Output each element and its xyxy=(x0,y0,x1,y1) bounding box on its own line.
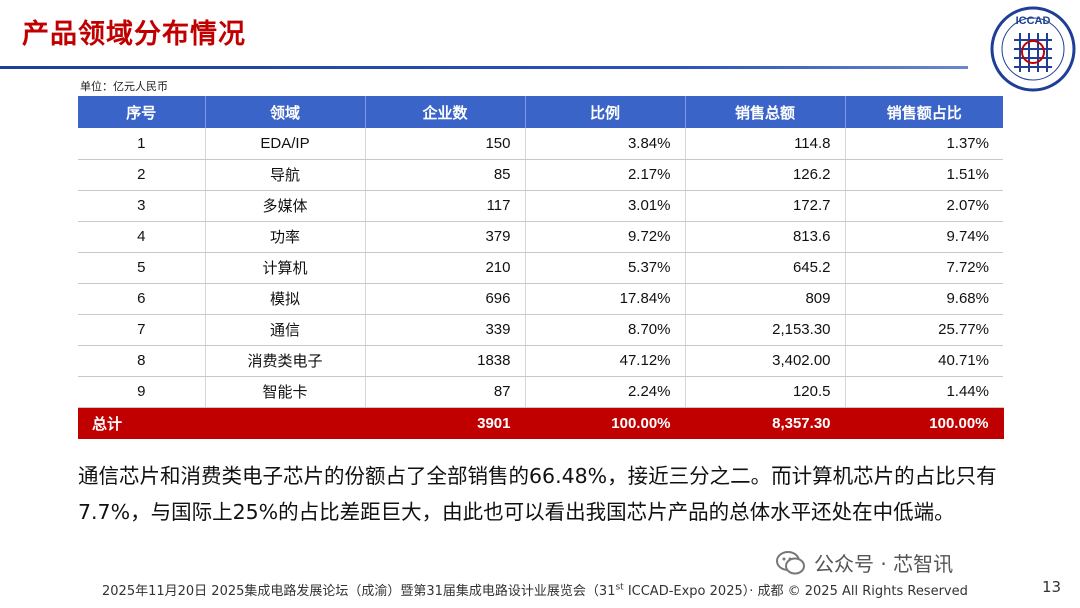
cell-sales-share: 9.74% xyxy=(845,221,1003,253)
cell-company-count: 150 xyxy=(365,128,526,160)
col-header-domain: 领域 xyxy=(205,96,366,128)
cell-sales-total: 114.8 xyxy=(685,128,846,160)
cell-domain: 通信 xyxy=(205,314,366,346)
col-header-sales-share: 销售额占比 xyxy=(845,96,1003,128)
page-number: 13 xyxy=(1042,578,1062,596)
cell-ratio: 2.24% xyxy=(525,376,686,408)
cell-sales-share: 9.68% xyxy=(845,283,1003,315)
cell-total-company-count: 3901 xyxy=(365,407,526,439)
cell-company-count: 117 xyxy=(365,190,526,222)
cell-sales-share: 25.77% xyxy=(845,314,1003,346)
cell-domain: 导航 xyxy=(205,159,366,191)
table-total-row: 总计 3901 100.00% 8,357.30 100.00% xyxy=(78,407,1004,439)
cell-index: 9 xyxy=(78,376,206,408)
wechat-account-name: 公众号 · 芯智讯 xyxy=(814,552,954,576)
cell-total-share: 100.00% xyxy=(845,407,1004,439)
table-row: 1 EDA/IP 150 3.84% 114.8 1.37% xyxy=(78,128,1003,160)
cell-index: 2 xyxy=(78,159,206,191)
iccad-logo: ICCAD xyxy=(990,6,1076,92)
cell-total-label: 总计 xyxy=(78,407,206,439)
cell-sales-total: 809 xyxy=(685,283,846,315)
cell-company-count: 87 xyxy=(365,376,526,408)
cell-ratio: 17.84% xyxy=(525,283,686,315)
footer-text-before: 2025年11月20日 2025集成电路发展论坛（成渝）暨第31届集成电路设计业… xyxy=(102,584,616,599)
cell-company-count: 85 xyxy=(365,159,526,191)
cell-company-count: 210 xyxy=(365,252,526,284)
cell-company-count: 1838 xyxy=(365,345,526,377)
footer-text: 2025年11月20日 2025集成电路发展论坛（成渝）暨第31届集成电路设计业… xyxy=(102,580,968,599)
cell-sales-share: 1.37% xyxy=(845,128,1003,160)
cell-sales-share: 1.44% xyxy=(845,376,1003,408)
col-header-index: 序号 xyxy=(78,96,206,128)
cell-sales-total: 645.2 xyxy=(685,252,846,284)
cell-domain: 多媒体 xyxy=(205,190,366,222)
table-header-row: 序号 领域 企业数 比例 销售总额 销售额占比 xyxy=(78,96,1003,128)
cell-company-count: 339 xyxy=(365,314,526,346)
cell-domain: EDA/IP xyxy=(205,128,366,160)
cell-ratio: 3.84% xyxy=(525,128,686,160)
cell-ratio: 5.37% xyxy=(525,252,686,284)
page-title: 产品领域分布情况 xyxy=(22,19,246,50)
cell-index: 8 xyxy=(78,345,206,377)
cell-index: 3 xyxy=(78,190,206,222)
footer-text-after: ICCAD-Expo 2025）· 成都 © 2025 All Rights R… xyxy=(623,584,968,599)
cell-index: 7 xyxy=(78,314,206,346)
logo-text: ICCAD xyxy=(1016,15,1051,27)
table-row: 7 通信 339 8.70% 2,153.30 25.77% xyxy=(78,314,1003,346)
cell-sales-total: 172.7 xyxy=(685,190,846,222)
cell-index: 1 xyxy=(78,128,206,160)
cell-total-ratio: 100.00% xyxy=(525,407,686,439)
table-row: 8 消费类电子 1838 47.12% 3,402.00 40.71% xyxy=(78,345,1003,377)
table-row: 6 模拟 696 17.84% 809 9.68% xyxy=(78,283,1003,315)
cell-ratio: 3.01% xyxy=(525,190,686,222)
cell-company-count: 379 xyxy=(365,221,526,253)
cell-domain: 功率 xyxy=(205,221,366,253)
cell-sales-share: 1.51% xyxy=(845,159,1003,191)
cell-domain: 智能卡 xyxy=(205,376,366,408)
cell-total-domain xyxy=(205,407,366,439)
unit-label: 单位：亿元人民币 xyxy=(80,80,168,93)
footer-superscript: st xyxy=(615,582,624,593)
cell-index: 6 xyxy=(78,283,206,315)
cell-sales-total: 2,153.30 xyxy=(685,314,846,346)
cell-company-count: 696 xyxy=(365,283,526,315)
cell-domain: 模拟 xyxy=(205,283,366,315)
table-row: 9 智能卡 87 2.24% 120.5 1.44% xyxy=(78,376,1003,408)
cell-ratio: 8.70% xyxy=(525,314,686,346)
cell-ratio: 47.12% xyxy=(525,345,686,377)
table-row: 4 功率 379 9.72% 813.6 9.74% xyxy=(78,221,1003,253)
cell-sales-total: 3,402.00 xyxy=(685,345,846,377)
cell-domain: 消费类电子 xyxy=(205,345,366,377)
cell-ratio: 2.17% xyxy=(525,159,686,191)
cell-sales-share: 7.72% xyxy=(845,252,1003,284)
cell-sales-share: 2.07% xyxy=(845,190,1003,222)
table-row: 5 计算机 210 5.37% 645.2 7.72% xyxy=(78,252,1003,284)
col-header-ratio: 比例 xyxy=(525,96,686,128)
product-domain-table: 序号 领域 企业数 比例 销售总额 销售额占比 1 EDA/IP 150 3.8… xyxy=(78,96,1004,439)
cell-index: 5 xyxy=(78,252,206,284)
cell-index: 4 xyxy=(78,221,206,253)
cell-sales-total: 120.5 xyxy=(685,376,846,408)
cell-sales-total: 126.2 xyxy=(685,159,846,191)
cell-sales-total: 813.6 xyxy=(685,221,846,253)
col-header-sales-total: 销售总额 xyxy=(685,96,846,128)
cell-total-sales: 8,357.30 xyxy=(685,407,846,439)
summary-paragraph: 通信芯片和消费类电子芯片的份额占了全部销售的66.48%，接近三分之二。而计算机… xyxy=(78,464,997,524)
cell-ratio: 9.72% xyxy=(525,221,686,253)
col-header-company-count: 企业数 xyxy=(365,96,526,128)
wechat-watermark: 公众号 · 芯智讯 xyxy=(776,548,953,577)
table-row: 3 多媒体 117 3.01% 172.7 2.07% xyxy=(78,190,1003,222)
table-row: 2 导航 85 2.17% 126.2 1.51% xyxy=(78,159,1003,191)
cell-domain: 计算机 xyxy=(205,252,366,284)
title-divider xyxy=(0,66,968,69)
wechat-icon xyxy=(776,550,805,574)
cell-sales-share: 40.71% xyxy=(845,345,1003,377)
